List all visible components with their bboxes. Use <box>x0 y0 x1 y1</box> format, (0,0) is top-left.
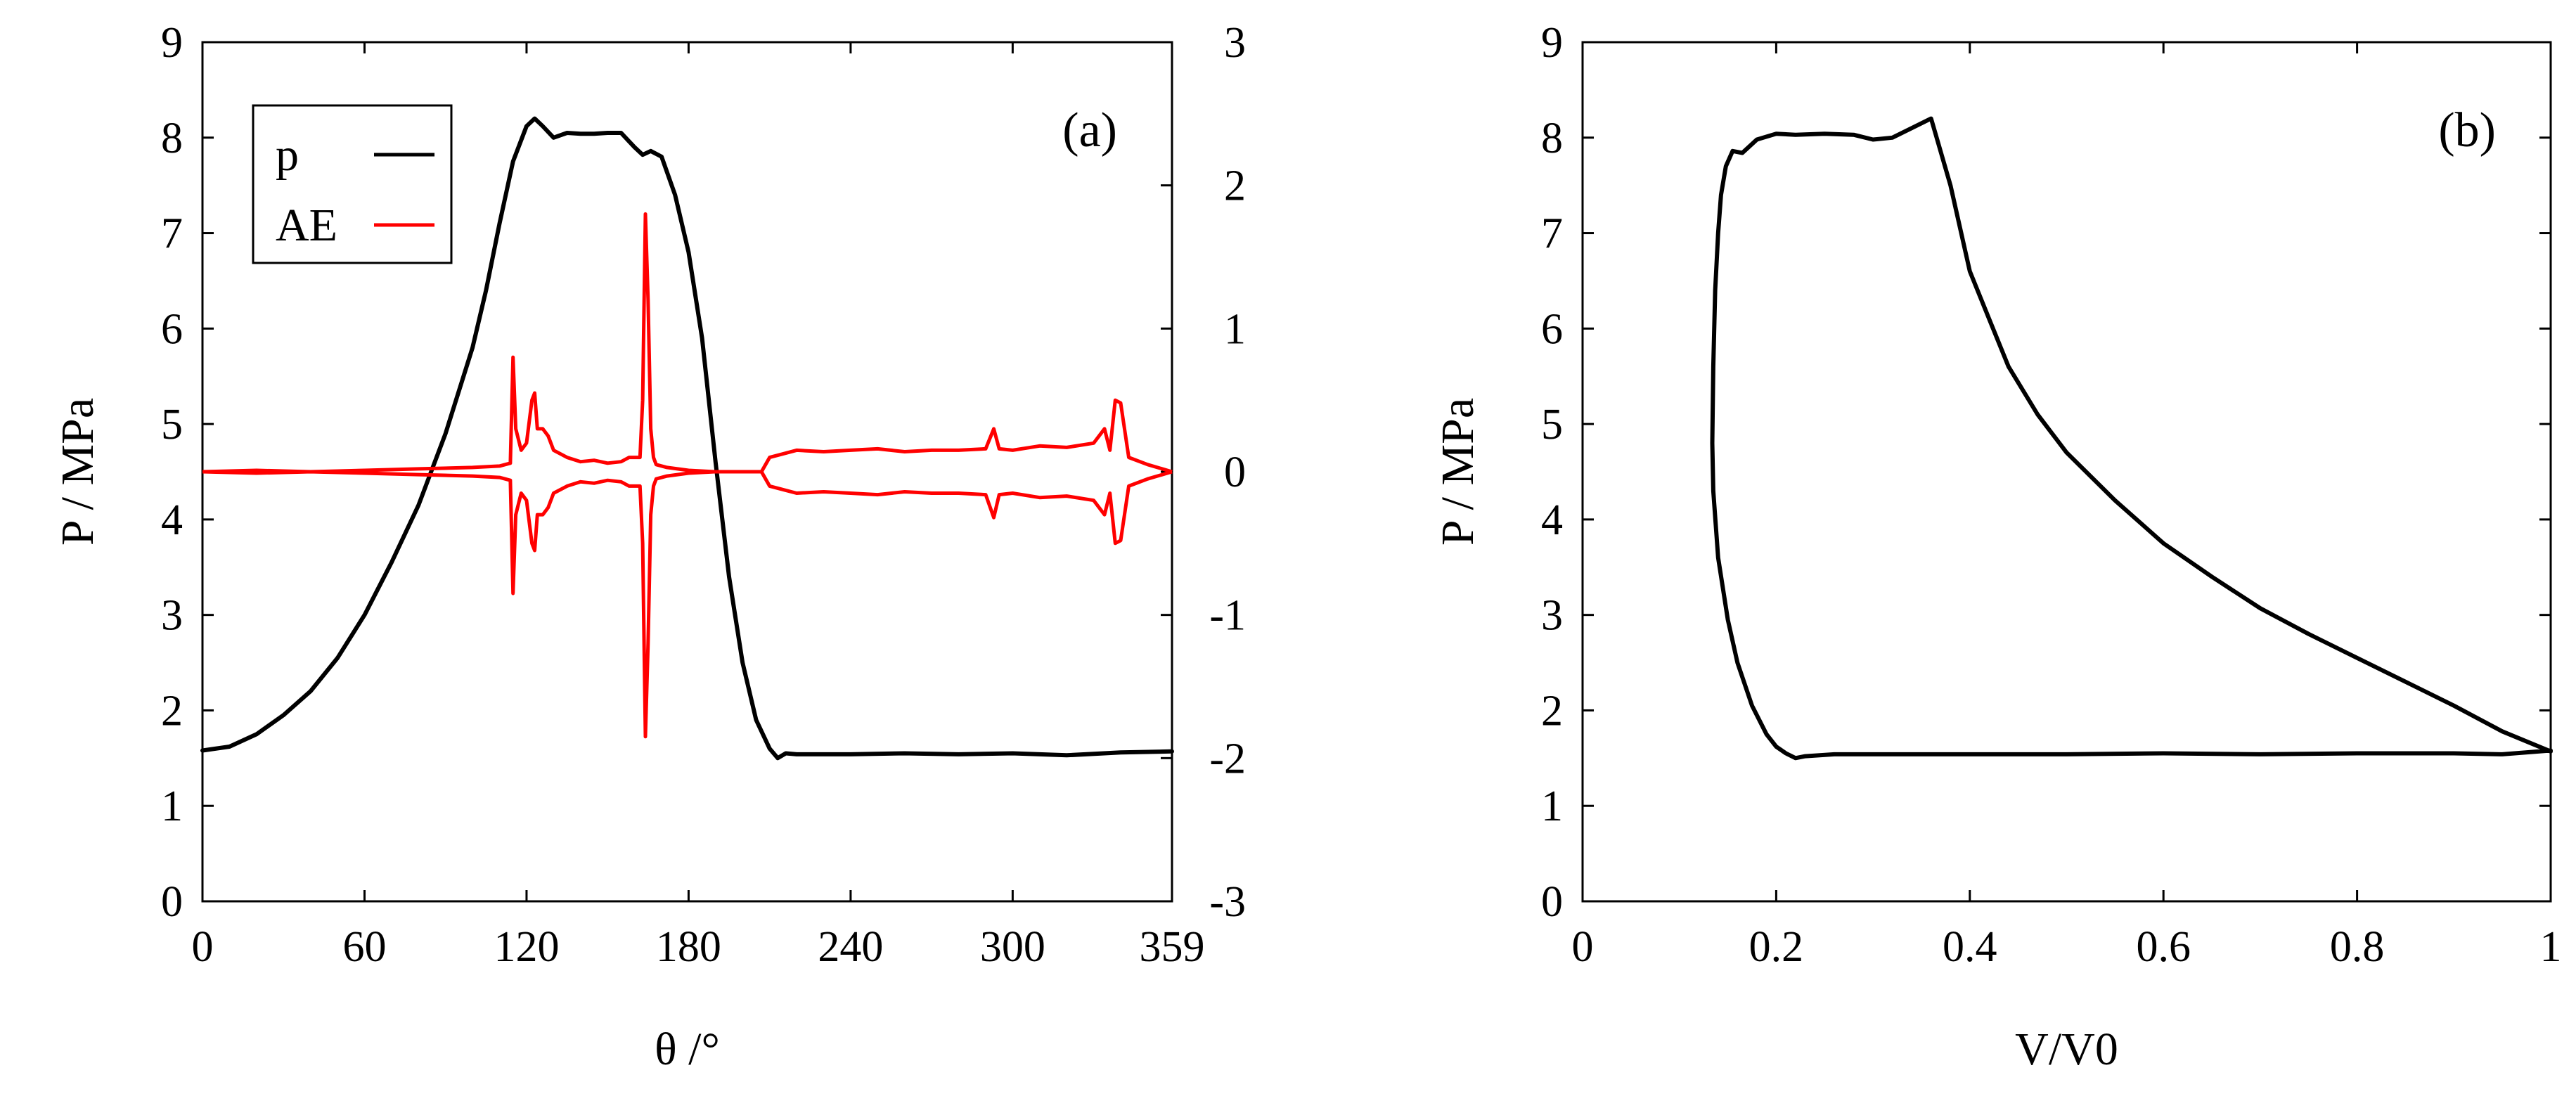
x-tick-label: 0.2 <box>1749 923 1804 971</box>
y-axis-label: P / MPa <box>1432 398 1483 546</box>
x-tick-label: 1 <box>2540 923 2562 971</box>
y-tick-label: 8 <box>161 115 183 162</box>
y2-tick-label: -2 <box>1209 735 1246 782</box>
y-tick-label: 4 <box>1541 496 1563 544</box>
plot-frame <box>1581 41 2552 903</box>
x-tick-label: 180 <box>656 923 721 971</box>
series-line-p-v-loop <box>1710 116 2553 761</box>
x-tick-label: 0.4 <box>1943 923 1997 971</box>
series-line-p <box>200 116 1174 761</box>
y2-tick-label: 0 <box>1224 449 1246 496</box>
y-tick-label: 1 <box>161 782 183 830</box>
y-tick-label: 2 <box>1541 687 1563 735</box>
legend-box <box>252 104 453 264</box>
y2-tick-label: -1 <box>1209 592 1246 640</box>
x-tick-label: 60 <box>342 923 386 971</box>
y-tick-label: 3 <box>1541 592 1563 640</box>
y-tick-label: 4 <box>161 496 183 544</box>
y2-tick-label: 2 <box>1224 162 1246 210</box>
x-axis-label: V/V0 <box>2015 1024 2118 1075</box>
y-tick-label: 7 <box>161 210 183 258</box>
x-tick-label: 0 <box>1572 923 1594 971</box>
x-tick-label: 300 <box>980 923 1045 971</box>
panel-label: (a) <box>1062 103 1117 157</box>
panel-a: 0 1 2 3 4 5 6 7 8 9 -3 -2 -1 0 1 2 3 0 60 120 180 240 300 359 θ … <box>52 19 1246 1075</box>
y-tick-label: 6 <box>161 305 183 353</box>
legend-label: p <box>276 129 299 181</box>
y2-tick-label: -3 <box>1209 878 1246 926</box>
series-line-ae-lower <box>202 470 1173 739</box>
y-tick-label: 0 <box>161 878 183 926</box>
y-tick-label: 2 <box>161 687 183 735</box>
y-tick-label: 1 <box>1541 782 1563 830</box>
y-axis-label: P / MPa <box>52 398 103 546</box>
y-tick-label: 8 <box>1541 115 1563 162</box>
x-tick-label: 0 <box>192 923 214 971</box>
y-tick-label: 7 <box>1541 210 1563 258</box>
x-tick-label: 0.8 <box>2330 923 2385 971</box>
x-tick-label: 0.6 <box>2136 923 2191 971</box>
y-tick-label: 5 <box>1541 401 1563 449</box>
series-line-ae-upper <box>202 212 1173 474</box>
x-tick-label: 120 <box>494 923 559 971</box>
x-axis-label: θ /° <box>655 1024 720 1075</box>
panel-b: 0 1 2 3 4 5 6 7 8 9 0 0.2 0.4 0.6 0.8 1 V/V0 P / MPa (b) <box>1432 19 2562 1075</box>
y-tick-label: 0 <box>1541 878 1563 926</box>
x-tick-label: 240 <box>818 923 883 971</box>
y-tick-label: 5 <box>161 401 183 449</box>
y-tick-label: 3 <box>161 592 183 640</box>
y-tick-label: 9 <box>161 19 183 67</box>
y-tick-label: 9 <box>1541 19 1563 67</box>
y2-tick-label: 3 <box>1224 19 1246 67</box>
y2-tick-label: 1 <box>1224 305 1246 353</box>
panel-label: (b) <box>2438 103 2496 157</box>
legend-label: AE <box>276 200 337 251</box>
x-tick-label: 359 <box>1140 923 1205 971</box>
y-tick-label: 6 <box>1541 305 1563 353</box>
